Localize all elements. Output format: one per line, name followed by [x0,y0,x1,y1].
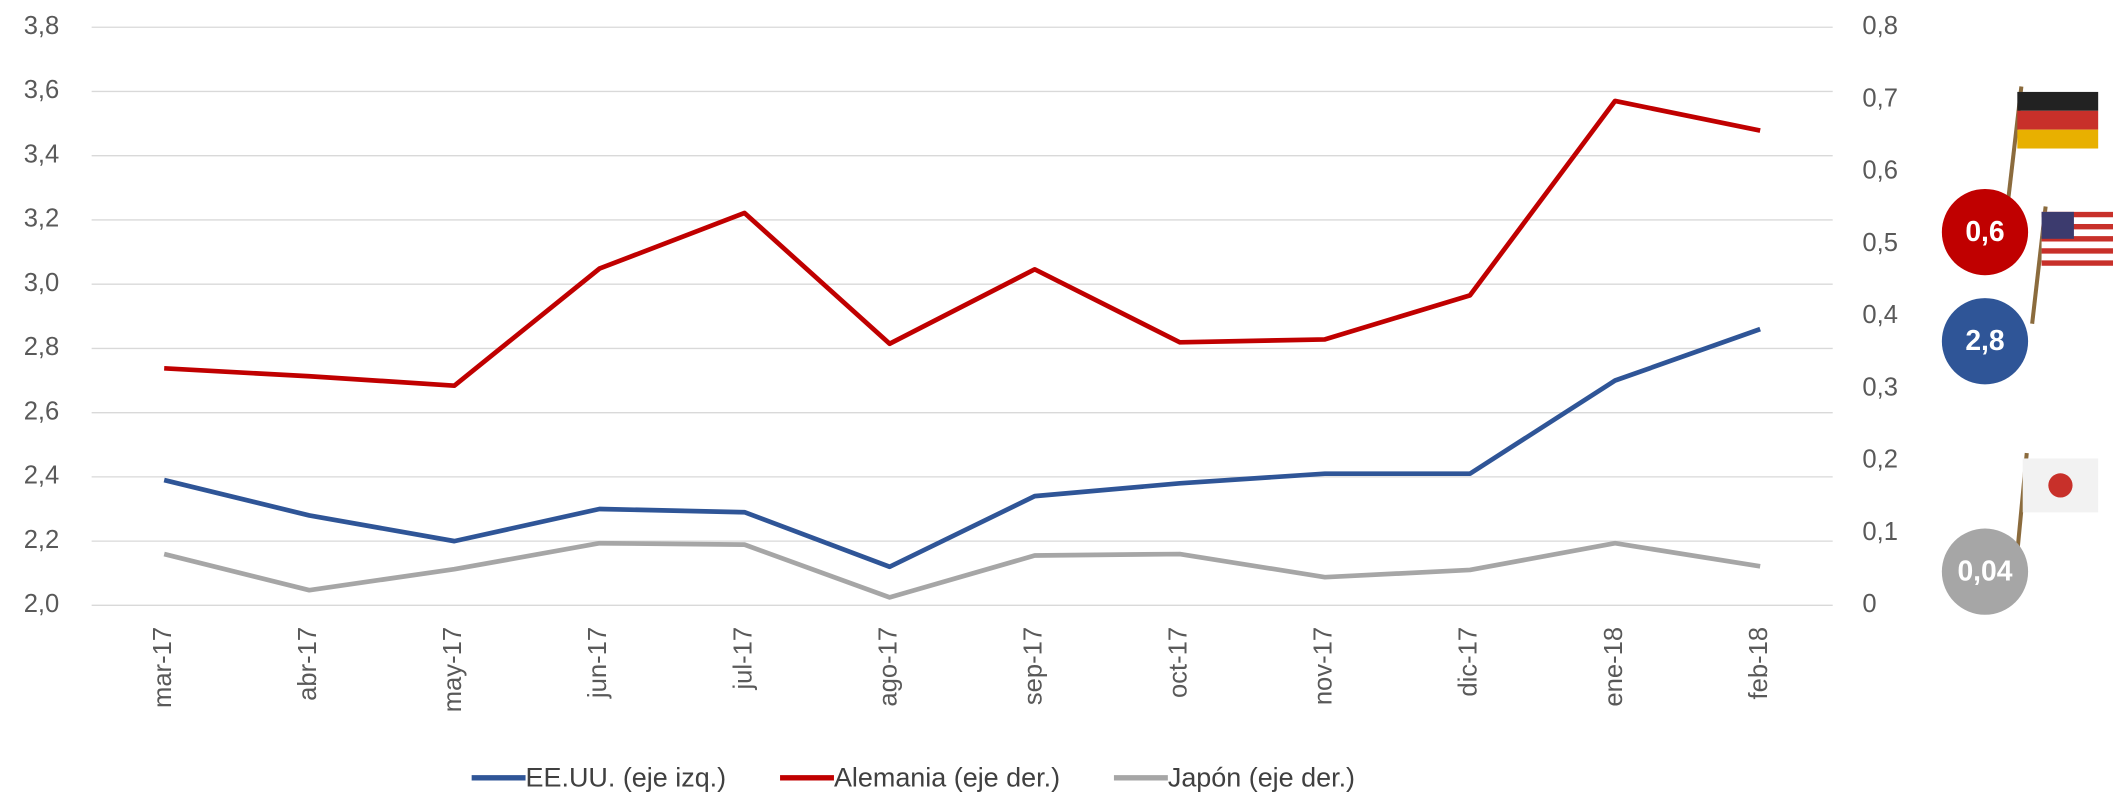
x-tick-label: jul-17 [729,627,757,691]
x-tick-label: oct-17 [1165,627,1193,698]
value-bubble [1941,298,2029,385]
bubble-label: 0,04 [1957,554,2012,586]
y-tick-label: 3,8 [24,12,60,40]
bubble-label: 2,8 [1965,324,2004,356]
x-tick-label: ene-18 [1600,627,1628,707]
x-tick-label: feb-18 [1745,627,1773,700]
line-series [163,326,1761,570]
x-tick-label: nov-17 [1310,627,1338,705]
x-tick-label: mar-17 [149,627,177,708]
x-tick-label: jun-17 [584,627,612,699]
value-bubble [1941,528,2029,615]
bubble-label: 0,6 [1965,215,2004,247]
y-tick-label: 3,2 [24,205,60,233]
y-tick-label: 3,0 [24,269,60,297]
value-bubble [1941,188,2029,276]
y2-tick-label: 0,8 [1862,12,1898,40]
y-tick-label: 3,6 [24,76,60,104]
line-series [164,98,1761,389]
y2-tick-label: 0,4 [1862,301,1898,329]
y2-tick-label: 0,6 [1862,157,1898,185]
y-tick-label: 2,4 [24,462,60,490]
x-tick-label: dic-17 [1455,627,1483,697]
legend-label: Alemania (eje der.) [834,762,1060,792]
flags [2005,86,2113,567]
legend-label: EE.UU. (eje izq.) [526,762,727,792]
y-tick-label: 2,2 [24,526,60,554]
x-tick-label: abr-17 [294,627,322,701]
y-tick-label: 2,8 [24,333,60,361]
line-series [163,540,1761,600]
x-tick-label: ago-17 [874,627,902,707]
y2-tick-label: 0,1 [1862,518,1898,546]
y2-tick-label: 0,7 [1862,84,1898,112]
legend-label: Japón (eje der.) [1168,762,1355,792]
y-tick-label: 3,4 [24,140,60,168]
y-tick-label: 2,6 [24,397,60,425]
x-tick-label: may-17 [439,627,467,712]
y2-tick-label: 0,2 [1862,446,1898,474]
y2-tick-label: 0,3 [1862,373,1898,401]
y-tick-label: 2,0 [24,590,60,618]
y2-tick-label: 0,5 [1862,229,1898,257]
x-tick-label: sep-17 [1019,627,1047,705]
y2-tick-label: 0 [1862,590,1876,618]
